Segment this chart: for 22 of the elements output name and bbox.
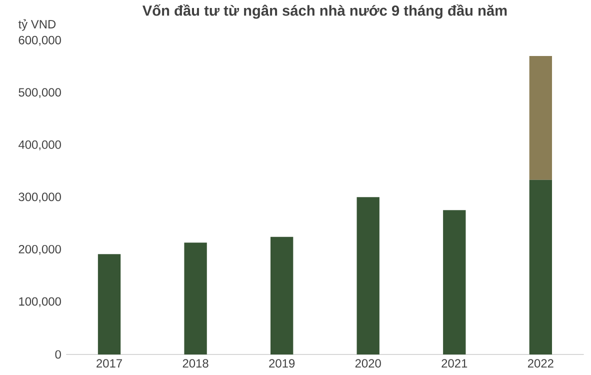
- y-tick-label: 300,000: [18, 192, 61, 202]
- y-tick-label: 600,000: [18, 36, 61, 46]
- bar: [98, 254, 121, 354]
- bar: [529, 56, 552, 180]
- y-tick-label: 0: [55, 350, 61, 359]
- chart-title: Vốn đầu tư từ ngân sách nhà nước 9 tháng đầu năm: [142, 4, 507, 19]
- y-tick-label: 500,000: [18, 88, 61, 98]
- bar: [356, 196, 380, 354]
- x-tick-label: 2021: [442, 359, 468, 368]
- y-tick-label: 400,000: [18, 140, 61, 150]
- x-tick-label: 2019: [269, 359, 295, 368]
- y-tick-label: 200,000: [18, 244, 61, 255]
- bar: [529, 180, 552, 354]
- x-tick-label: 2022: [528, 359, 554, 368]
- bar: [184, 242, 207, 354]
- y-axis-title: tỷ VND: [18, 19, 56, 31]
- x-tick-label: 2020: [355, 359, 381, 368]
- y-tick-label: 100,000: [19, 297, 61, 307]
- bar: [443, 210, 466, 354]
- x-tick-label: 2017: [96, 359, 122, 368]
- bar: [270, 236, 294, 354]
- x-tick-label: 2018: [182, 359, 208, 368]
